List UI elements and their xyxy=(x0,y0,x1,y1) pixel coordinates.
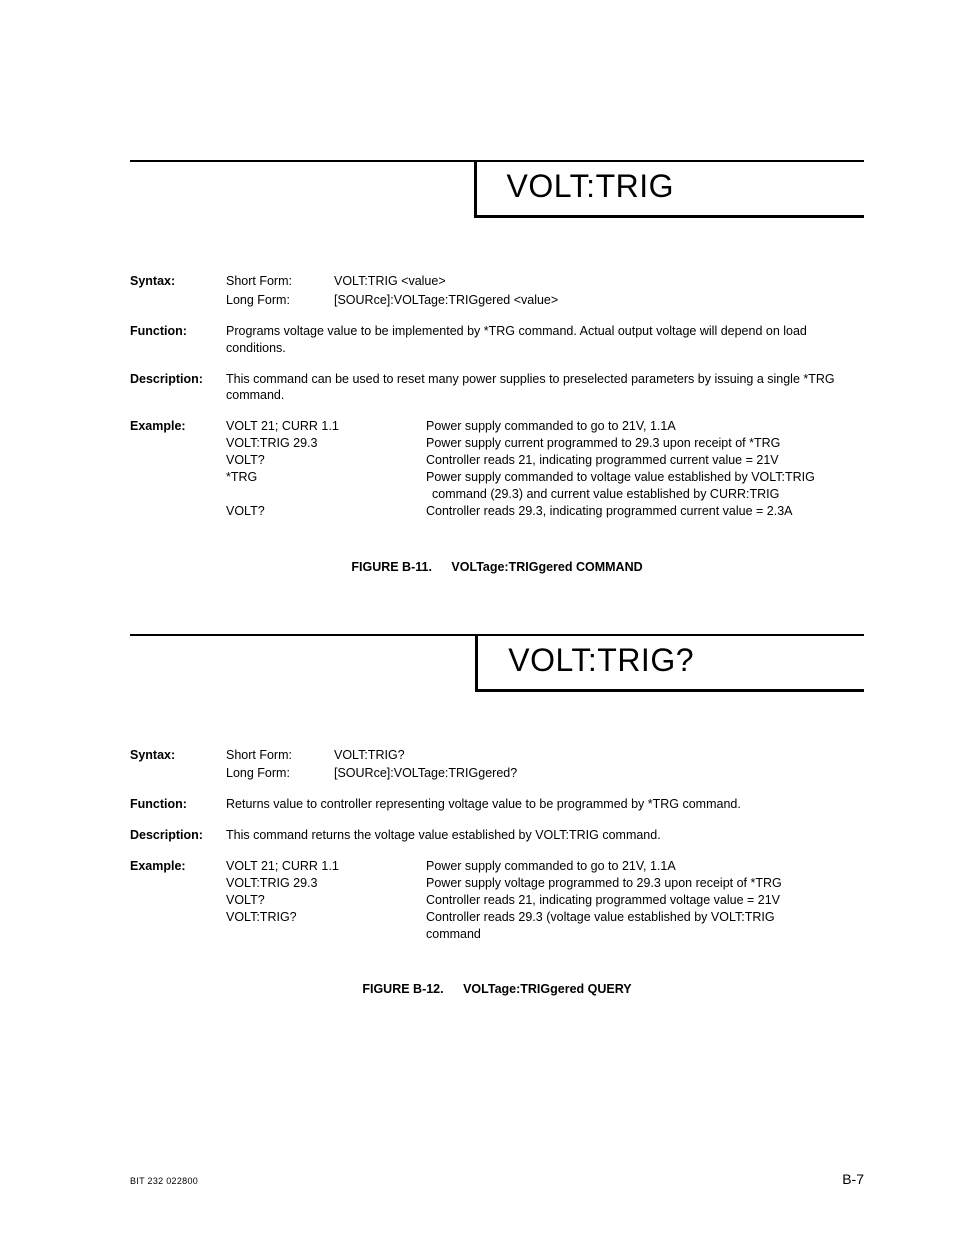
example-command: VOLT? xyxy=(226,452,426,469)
example-line: VOLT:TRIG?Controller reads 29.3 (voltage… xyxy=(226,909,864,926)
example-command: VOLT:TRIG? xyxy=(226,909,426,926)
example-command: VOLT 21; CURR 1.1 xyxy=(226,858,426,875)
example-command: VOLT? xyxy=(226,892,426,909)
long-form-label: Long Form: xyxy=(226,765,334,782)
short-form-label: Short Form: xyxy=(226,273,334,290)
syntax-row: Syntax Short Form: VOLT:TRIG <value> xyxy=(130,273,864,290)
example-line: command (29.3) and current value establi… xyxy=(226,486,864,503)
figure-caption: FIGURE B-12. VOLTage:TRIGgered QUERY xyxy=(130,982,864,996)
example-description: command xyxy=(426,926,864,943)
page-footer: BIT 232 022800 B-7 xyxy=(130,1171,864,1187)
example-label: Example xyxy=(130,418,226,519)
example-command: *TRG xyxy=(226,469,426,486)
example-block: VOLT 21; CURR 1.1Power supply commanded … xyxy=(226,418,864,519)
function-label: Function xyxy=(130,796,226,813)
long-form-label: Long Form: xyxy=(226,292,334,309)
example-line: VOLT?Controller reads 21, indicating pro… xyxy=(226,892,864,909)
title-box: VOLT:TRIG xyxy=(474,160,864,218)
footer-doc-id: BIT 232 022800 xyxy=(130,1176,198,1186)
description-text: This command returns the voltage value e… xyxy=(226,827,864,844)
long-form-value: [SOURce]:VOLTage:TRIGgered <value> xyxy=(334,292,558,309)
short-form-value: VOLT:TRIG <value> xyxy=(334,273,446,290)
syntax-row-long: x Long Form: [SOURce]:VOLTage:TRIGgered … xyxy=(130,292,864,309)
function-row: Function Returns value to controller rep… xyxy=(130,796,864,813)
function-text: Programs voltage value to be implemented… xyxy=(226,323,864,357)
example-line: VOLT?Controller reads 21, indicating pro… xyxy=(226,452,864,469)
example-command: VOLT:TRIG 29.3 xyxy=(226,875,426,892)
example-command: VOLT? xyxy=(226,503,426,520)
example-row: Example VOLT 21; CURR 1.1Power supply co… xyxy=(130,858,864,942)
example-description: Power supply current programmed to 29.3 … xyxy=(426,435,864,452)
description-label: Description xyxy=(130,371,226,405)
definition-list: Syntax Short Form: VOLT:TRIG <value> x L… xyxy=(130,273,864,520)
short-form-label: Short Form: xyxy=(226,747,334,764)
syntax-label: Syntax xyxy=(130,273,226,290)
description-row: Description This command can be used to … xyxy=(130,371,864,405)
short-form-value: VOLT:TRIG? xyxy=(334,747,405,764)
syntax-row: Syntax Short Form: VOLT:TRIG? xyxy=(130,747,864,764)
example-line: VOLT 21; CURR 1.1Power supply commanded … xyxy=(226,418,864,435)
example-block: VOLT 21; CURR 1.1Power supply commanded … xyxy=(226,858,864,942)
example-description: Controller reads 29.3 (voltage value est… xyxy=(426,909,864,926)
example-command xyxy=(226,486,426,503)
example-command: VOLT:TRIG 29.3 xyxy=(226,435,426,452)
example-line: command xyxy=(226,926,864,943)
example-description: Controller reads 21, indicating programm… xyxy=(426,892,864,909)
section-title: VOLT:TRIG xyxy=(507,168,674,204)
example-description: Power supply commanded to go to 21V, 1.1… xyxy=(426,858,864,875)
example-description: Controller reads 21, indicating programm… xyxy=(426,452,864,469)
example-line: VOLT 21; CURR 1.1Power supply commanded … xyxy=(226,858,864,875)
example-command xyxy=(226,926,426,943)
page-body: VOLT:TRIG Syntax Short Form: VOLT:TRIG <… xyxy=(0,0,954,996)
syntax-label: Syntax xyxy=(130,747,226,764)
example-description: Controller reads 29.3, indicating progra… xyxy=(426,503,864,520)
definition-list: Syntax Short Form: VOLT:TRIG? x Long For… xyxy=(130,747,864,943)
example-description: Power supply voltage programmed to 29.3 … xyxy=(426,875,864,892)
section-volt-trig: VOLT:TRIG Syntax Short Form: VOLT:TRIG <… xyxy=(130,160,864,574)
example-description: command (29.3) and current value establi… xyxy=(426,486,864,503)
example-description: Power supply commanded to go to 21V, 1.1… xyxy=(426,418,864,435)
description-text: This command can be used to reset many p… xyxy=(226,371,864,405)
example-command: VOLT 21; CURR 1.1 xyxy=(226,418,426,435)
example-line: *TRGPower supply commanded to voltage va… xyxy=(226,469,864,486)
function-label: Function xyxy=(130,323,226,357)
figure-title: VOLTage:TRIGgered COMMAND xyxy=(451,560,642,574)
section-title: VOLT:TRIG? xyxy=(508,642,694,678)
long-form-value: [SOURce]:VOLTage:TRIGgered? xyxy=(334,765,517,782)
section-volt-trig-query: VOLT:TRIG? Syntax Short Form: VOLT:TRIG?… xyxy=(130,634,864,997)
figure-number: FIGURE B-11. xyxy=(351,560,432,574)
description-label: Description xyxy=(130,827,226,844)
footer-page-number: B-7 xyxy=(842,1171,864,1187)
example-label: Example xyxy=(130,858,226,942)
example-description: Power supply commanded to voltage value … xyxy=(426,469,864,486)
example-row: Example VOLT 21; CURR 1.1Power supply co… xyxy=(130,418,864,519)
description-row: Description This command returns the vol… xyxy=(130,827,864,844)
function-text: Returns value to controller representing… xyxy=(226,796,864,813)
figure-number: FIGURE B-12. xyxy=(362,982,443,996)
syntax-row-long: x Long Form: [SOURce]:VOLTage:TRIGgered? xyxy=(130,765,864,782)
title-box: VOLT:TRIG? xyxy=(475,634,864,692)
example-line: VOLT:TRIG 29.3Power supply current progr… xyxy=(226,435,864,452)
example-line: VOLT:TRIG 29.3Power supply voltage progr… xyxy=(226,875,864,892)
figure-title: VOLTage:TRIGgered QUERY xyxy=(463,982,632,996)
example-line: VOLT?Controller reads 29.3, indicating p… xyxy=(226,503,864,520)
function-row: Function Programs voltage value to be im… xyxy=(130,323,864,357)
figure-caption: FIGURE B-11. VOLTage:TRIGgered COMMAND xyxy=(130,560,864,574)
